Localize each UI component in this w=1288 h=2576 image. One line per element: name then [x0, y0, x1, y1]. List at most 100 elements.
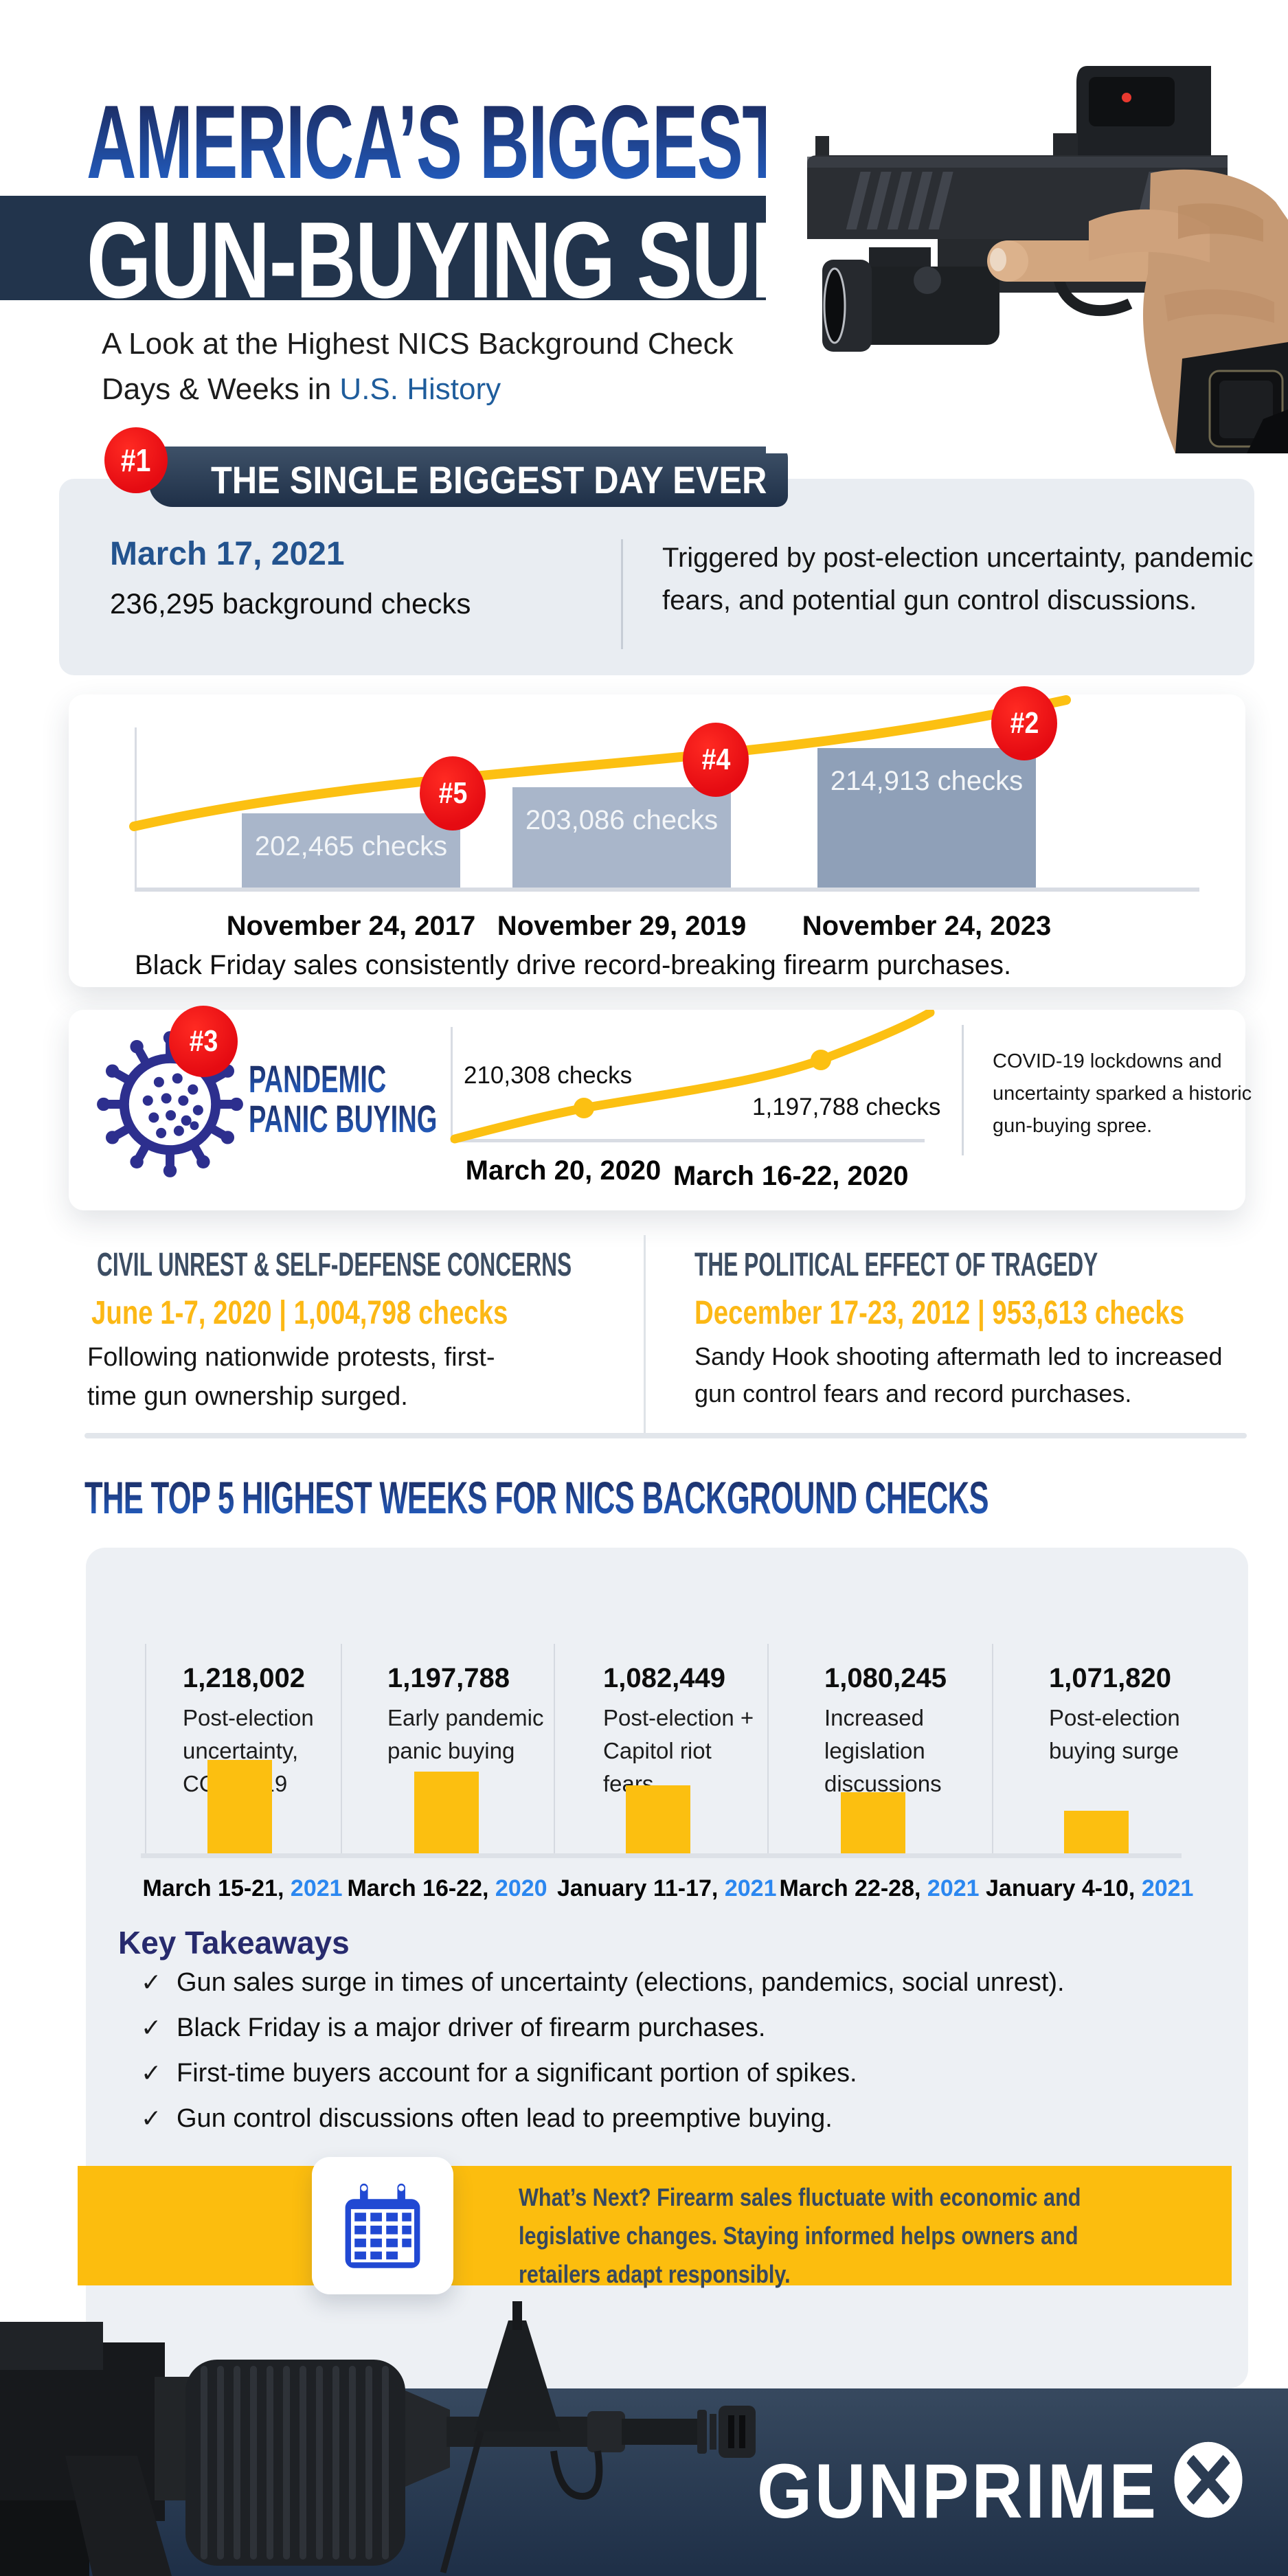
pandemic-curve	[450, 1010, 935, 1144]
crosshair-logo-icon	[1174, 2441, 1243, 2518]
takeaway-item: ✓ Gun sales surge in times of uncertainty…	[141, 1968, 1065, 1997]
pistol-illustration	[807, 66, 1288, 453]
week-bar	[207, 1760, 272, 1853]
divider	[621, 539, 623, 649]
rank-number: 2	[351, 1560, 543, 1663]
rifle-photo	[0, 2301, 756, 2576]
week-label: Post-election + Capitol riot fears	[603, 1705, 754, 1796]
y-axis	[451, 1027, 453, 1140]
takeaway-item: ✓ First-time buyers account for a signifi…	[141, 2059, 857, 2088]
rank-number: 5	[993, 1560, 1185, 1663]
point2-date: March 16-22, 2020	[673, 1161, 909, 1191]
bar-value: 214,913 checks	[830, 766, 1024, 796]
pandemic-title-line2: PANIC BUYING	[249, 1097, 438, 1140]
bar-nov-2023: 214,913 checks	[817, 748, 1036, 888]
y-axis	[135, 727, 137, 890]
week-value: 1,197,788	[387, 1663, 510, 1693]
week-value: 1,071,820	[1049, 1663, 1171, 1693]
section1-stat: 236,295 background checks	[110, 587, 471, 620]
subtitle: A Look at the Highest NICS Background Ch…	[102, 321, 734, 412]
pandemic-description: COVID-19 lockdowns and uncertainty spark…	[993, 1050, 1252, 1137]
event-right-description: Sandy Hook shooting aftermath led to inc…	[694, 1342, 1223, 1408]
subtitle-highlight: U.S. History	[339, 372, 501, 406]
trend-line	[129, 695, 1071, 831]
black-friday-card: 202,465 checks 203,086 checks 214,913 ch…	[69, 686, 1245, 987]
divider	[962, 1025, 964, 1155]
baseline	[141, 1853, 1182, 1858]
bar-value: 202,465 checks	[254, 831, 448, 861]
bar-date: November 29, 2019	[497, 911, 747, 941]
bar-nov-2019: 203,086 checks	[512, 787, 731, 888]
section-divider	[84, 1433, 1247, 1438]
section1-header-bar: THE SINGLE BIGGEST DAY EVER	[149, 447, 788, 507]
event-left-description: Following nationwide protests, first-tim…	[87, 1343, 495, 1411]
divider	[644, 1235, 646, 1433]
top5-heading: THE TOP 5 HIGHEST WEEKS FOR NICS BACKGRO…	[84, 1472, 989, 1523]
column-divider	[992, 1644, 993, 1853]
section1-date: March 17, 2021	[110, 536, 345, 572]
point1-date: March 20, 2020	[465, 1155, 662, 1186]
black-friday-caption: Black Friday sales consistently drive re…	[135, 950, 1012, 980]
column-divider	[145, 1644, 146, 1853]
pandemic-card: #3 PANDEMIC PANIC BUYING 210,308 checks …	[69, 1006, 1252, 1210]
bar-value: 203,086 checks	[525, 805, 719, 835]
bar-date: November 24, 2023	[802, 911, 1052, 941]
calendar-card	[312, 2157, 453, 2294]
week-label: Post-election uncertainty, COVID-19	[183, 1705, 314, 1796]
week-date: January 4-10, 2021	[986, 1875, 1194, 1901]
check-icon: ✓	[141, 2104, 162, 2132]
section1-header: THE SINGLE BIGGEST DAY EVER	[211, 458, 767, 501]
event-left-title: CIVIL UNREST & SELF-DEFENSE CONCERNS	[97, 1247, 572, 1283]
top5-panel: 1 2 3 4 5 1,218,002 1,197,788 1,082,449 …	[78, 1548, 1248, 2388]
check-icon: ✓	[141, 1968, 162, 1996]
column-divider	[767, 1644, 769, 1853]
check-icon: ✓	[141, 2013, 162, 2042]
takeaways-heading: Key Takeaways	[118, 1925, 350, 1961]
section1-description: Triggered by post-election uncertainty, …	[662, 543, 1254, 615]
rank-badge-5: #5	[420, 756, 486, 831]
week-value: 1,218,002	[183, 1663, 305, 1693]
pandemic-title-line1: PANDEMIC	[249, 1057, 387, 1100]
takeaway-item: ✓ Gun control discussions often lead to p…	[141, 2104, 833, 2133]
point1-value: 210,308 checks	[464, 1062, 633, 1089]
rank-number: 3	[564, 1560, 756, 1663]
pandemic-title: PANDEMIC PANIC BUYING	[249, 1059, 526, 1139]
whats-next-text: What’s Next? Firearm sales fluctuate wit…	[519, 2183, 1081, 2288]
bar-date: November 24, 2017	[226, 911, 476, 941]
x-axis	[451, 1139, 925, 1142]
week-value: 1,080,245	[824, 1663, 947, 1693]
bar-nov-2017: 202,465 checks	[242, 813, 460, 888]
week-date: March 16-22, 2020	[347, 1875, 547, 1901]
subtitle-line2: Days & Weeks in U.S. History	[102, 372, 501, 406]
takeaway-item: ✓ Black Friday is a major driver of firea…	[141, 2013, 766, 2042]
rank-badge-3: #3	[169, 1006, 238, 1077]
week-label: Increased legislation discussions	[824, 1705, 942, 1796]
column-divider	[341, 1644, 342, 1853]
pistol-in-hand-photo	[766, 0, 1288, 453]
rank-badge-2: #2	[991, 686, 1057, 760]
section1-panel: March 17, 2021 236,295 background checks…	[59, 479, 1254, 675]
week-value: 1,082,449	[603, 1663, 725, 1693]
week-date: January 11-17, 2021	[557, 1875, 777, 1901]
rank-number: 1	[146, 1560, 339, 1663]
week-bar	[414, 1772, 479, 1853]
event-right-title: THE POLITICAL EFFECT OF TRAGEDY	[694, 1247, 1098, 1283]
calendar-icon	[345, 2183, 420, 2268]
week-bar	[841, 1792, 905, 1853]
page-title-line1: AMERICA’S BIGGEST	[87, 84, 784, 201]
subtitle-line1: A Look at the Highest NICS Background Ch…	[102, 327, 734, 361]
week-label: Post-election buying surge	[1049, 1705, 1180, 1763]
column-divider	[554, 1644, 555, 1853]
check-icon: ✓	[141, 2059, 162, 2087]
rank-number: 4	[783, 1560, 975, 1663]
rank-badge-1: #1	[104, 427, 168, 493]
week-label: Early pandemic panic buying	[387, 1705, 544, 1763]
week-bar	[626, 1785, 690, 1853]
event-left-stat: June 1-7, 2020 | 1,004,798 checks	[91, 1295, 508, 1331]
rank-badge-4: #4	[683, 723, 749, 797]
event-right-stat: December 17-23, 2012 | 953,613 checks	[694, 1295, 1185, 1331]
point2-value: 1,197,788 checks	[752, 1094, 941, 1120]
virus-icon	[97, 1031, 243, 1177]
whats-next-banner: What’s Next? Firearm sales fluctuate wit…	[78, 2166, 1232, 2288]
